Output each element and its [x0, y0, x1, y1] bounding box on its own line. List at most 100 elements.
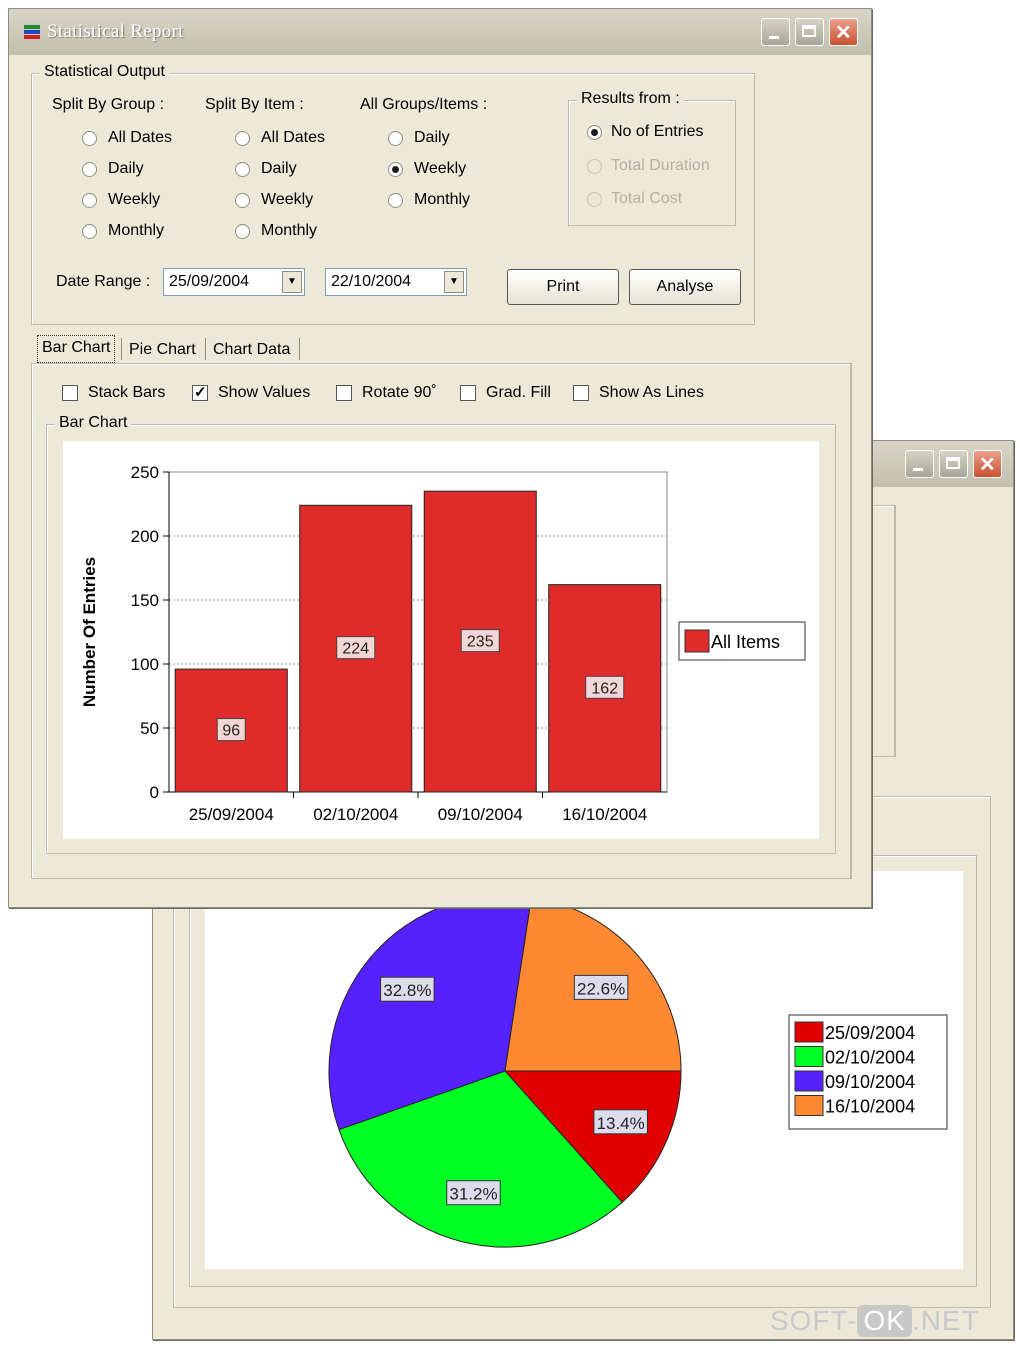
tab-chart-data[interactable]: Chart Data — [213, 341, 291, 358]
tab-separator — [121, 338, 122, 360]
tab-strip: Bar Chart Pie Chart Chart Data — [33, 334, 353, 363]
app-icon — [24, 25, 40, 39]
split-group-daily-radio[interactable] — [82, 162, 97, 177]
close-icon: ✕ — [835, 22, 852, 44]
rotate-90-checkbox[interactable] — [336, 385, 352, 401]
split-group-weekly-label: Weekly — [108, 191, 161, 208]
y-tick-label: 250 — [131, 463, 159, 482]
date-to-select[interactable]: 22/10/2004 ▼ — [325, 268, 467, 296]
slice-label: 13.4% — [597, 1114, 645, 1133]
date-from-select[interactable]: 25/09/2004 ▼ — [163, 268, 305, 296]
statistical-output-legend: Statistical Output — [40, 63, 169, 81]
slice-label: 32.8% — [383, 981, 431, 1000]
titlebar[interactable]: Statistical Report — [9, 9, 871, 55]
back-maximize-button[interactable] — [939, 450, 968, 478]
no-of-entries-radio[interactable] — [587, 125, 602, 140]
value-label: 224 — [342, 641, 369, 658]
show-values-label: Show Values — [218, 384, 311, 401]
minimize-icon — [913, 468, 923, 471]
tab-pie-chart[interactable]: Pie Chart — [129, 341, 196, 358]
bar-chart-group: Bar Chart 0 50 100 150 200 250 25/09/2004 96 02/… — [46, 414, 836, 854]
show-as-lines-label: Show As Lines — [599, 384, 704, 401]
total-duration-radio — [587, 159, 602, 174]
analyse-button[interactable]: Analyse — [629, 269, 741, 305]
results-from-group: Results from : No of Entries Total Durat… — [568, 90, 736, 226]
tab-bar-chart[interactable]: Bar Chart — [37, 335, 116, 363]
pie-chart: 13.4% 31.2% 32.8% 22.6% 25/09/2004 02/10/2004… — [328, 894, 948, 1248]
split-by-item-label: Split By Item : — [205, 96, 304, 113]
maximize-button[interactable] — [795, 18, 824, 46]
date-from-value: 25/09/2004 — [169, 273, 250, 290]
slice-label-box — [573, 974, 629, 1000]
value-label-box — [460, 629, 500, 653]
date-range-label: Date Range : — [56, 273, 151, 290]
statistical-output-group: Statistical Output Split By Group : All … — [31, 63, 755, 325]
x-tick-label: 09/10/2004 — [438, 805, 523, 824]
bar-chart-group-legend: Bar Chart — [55, 414, 132, 432]
pie-legend-label: 02/10/2004 — [825, 1048, 915, 1068]
split-group-all-dates-radio[interactable] — [82, 131, 97, 146]
pie-legend-swatch — [794, 1095, 824, 1116]
split-group-daily-label: Daily — [108, 160, 144, 177]
chevron-down-icon[interactable]: ▼ — [444, 271, 464, 293]
x-tick-label: 16/10/2004 — [562, 805, 647, 824]
split-item-all-dates-label: All Dates — [261, 129, 326, 146]
pie-legend-label: 25/09/2004 — [825, 1023, 915, 1043]
split-group-weekly-radio[interactable] — [82, 193, 97, 208]
all-groups-label: All Groups/Items : — [360, 96, 488, 113]
minimize-button[interactable] — [761, 18, 790, 46]
close-icon: ✕ — [979, 454, 996, 476]
split-group-monthly-radio[interactable] — [82, 224, 97, 239]
split-by-group-label: Split By Group : — [52, 96, 165, 113]
split-item-daily-radio[interactable] — [235, 162, 250, 177]
pie-legend-swatch — [794, 1046, 824, 1067]
watermark-left: SOFT- — [770, 1305, 858, 1336]
all-groups-weekly-radio[interactable] — [388, 162, 403, 177]
bar-chart-tab-page: Stack Bars Show Values Rotate 90˚ Grad. … — [31, 363, 852, 879]
watermark-ok: OK — [857, 1305, 912, 1337]
split-group-all-dates-label: All Dates — [108, 129, 173, 146]
all-groups-daily-radio[interactable] — [388, 131, 403, 146]
pie-legend-swatch — [794, 1021, 824, 1043]
y-axis-title: Number Of Entries — [80, 557, 99, 707]
split-item-daily-label: Daily — [261, 160, 297, 177]
maximize-icon — [802, 25, 816, 37]
print-button[interactable]: Print — [507, 269, 619, 305]
show-values-checkbox[interactable] — [192, 383, 208, 401]
pie-legend-label: 16/10/2004 — [825, 1097, 915, 1117]
rotate-90-label: Rotate 90˚ — [362, 384, 437, 401]
chevron-down-icon[interactable]: ▼ — [282, 271, 302, 293]
back-close-button[interactable]: ✕ — [973, 450, 1002, 478]
value-label: 96 — [222, 723, 240, 740]
value-label-box — [336, 636, 376, 660]
x-tick-label: 25/09/2004 — [189, 805, 274, 824]
stack-bars-label: Stack Bars — [88, 384, 166, 401]
split-item-weekly-radio[interactable] — [235, 193, 250, 208]
slice-label: 31.2% — [449, 1185, 497, 1204]
tab-separator — [205, 338, 206, 360]
pie-chart-area: 13.4% 31.2% 32.8% 22.6% 25/09/2004 02/10/2004… — [205, 871, 963, 1269]
value-label: 162 — [591, 680, 618, 697]
stack-bars-checkbox[interactable] — [62, 385, 78, 401]
legend-label: All Items — [711, 632, 780, 652]
split-item-monthly-label: Monthly — [261, 222, 318, 239]
show-as-lines-checkbox[interactable] — [573, 385, 589, 401]
no-of-entries-label: No of Entries — [611, 123, 704, 140]
x-tick-label: 02/10/2004 — [313, 805, 398, 824]
split-item-monthly-radio[interactable] — [235, 224, 250, 239]
y-tick-label: 100 — [131, 655, 159, 674]
split-item-weekly-label: Weekly — [261, 191, 314, 208]
slice-label-box — [380, 976, 435, 1002]
close-button[interactable]: ✕ — [829, 18, 858, 46]
all-groups-monthly-label: Monthly — [414, 191, 471, 208]
all-groups-monthly-radio[interactable] — [388, 193, 403, 208]
split-group-monthly-label: Monthly — [108, 222, 165, 239]
bar-chart-area: 0 50 100 150 200 250 25/09/2004 96 02/10/2004 224… — [63, 441, 819, 839]
window-title: Statistical Report — [47, 21, 184, 42]
grad-fill-checkbox[interactable] — [460, 385, 476, 401]
split-item-all-dates-radio[interactable] — [235, 131, 250, 146]
tab-separator — [299, 338, 300, 360]
back-minimize-button[interactable] — [905, 450, 934, 478]
watermark-right: .NET — [911, 1305, 980, 1336]
all-groups-daily-label: Daily — [414, 129, 450, 146]
